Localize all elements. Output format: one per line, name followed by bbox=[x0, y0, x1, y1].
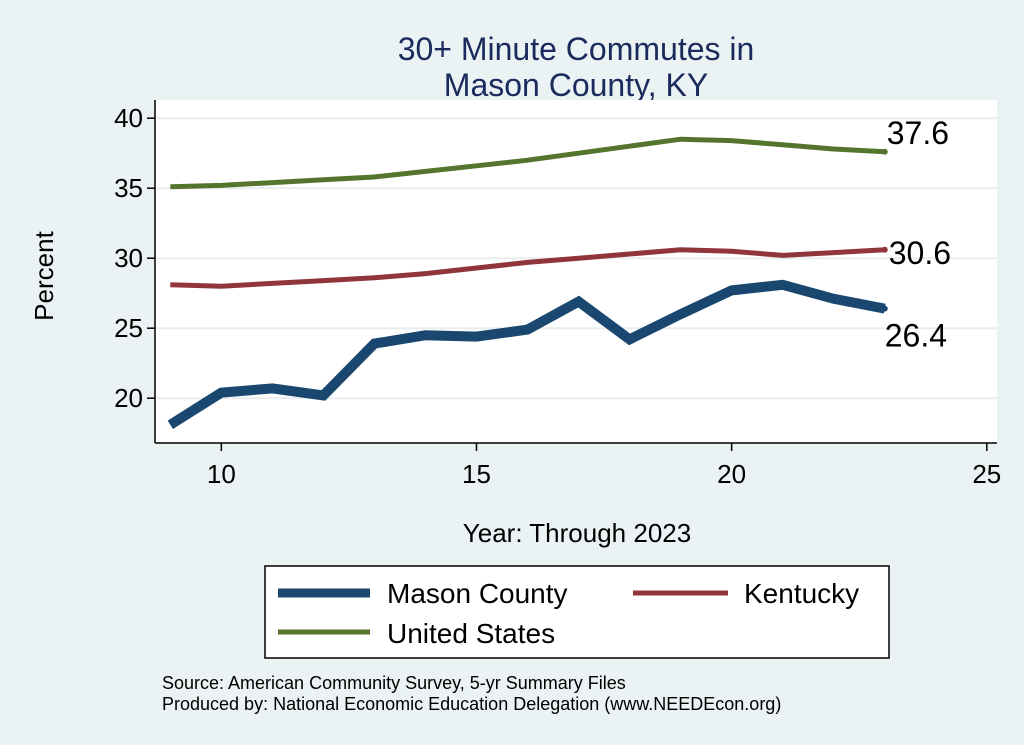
x-tick-label-10: 10 bbox=[207, 459, 236, 489]
series-line-united-states bbox=[170, 136, 885, 190]
axes: 20 25 30 35 40 10 15 20 25 bbox=[114, 100, 1001, 489]
plot-area bbox=[155, 100, 997, 443]
y-axis-title: Percent bbox=[29, 230, 59, 320]
legend-box bbox=[264, 565, 890, 659]
y-tick-label-25: 25 bbox=[114, 313, 143, 343]
series-line-mason-county bbox=[167, 279, 886, 430]
series-endpoint-united-states bbox=[881, 148, 888, 155]
chart-title-line-2: Mason County, KY bbox=[444, 67, 708, 103]
x-tick-label-20: 20 bbox=[717, 459, 746, 489]
x-axis-title: Year: Through 2023 bbox=[463, 518, 691, 548]
end-labels: 37.6 30.6 26.4 bbox=[885, 115, 951, 354]
source-note: Source: American Community Survey, 5-yr … bbox=[162, 673, 626, 693]
end-label-kentucky: 30.6 bbox=[889, 235, 951, 271]
series-endpoint-kentucky bbox=[881, 246, 888, 253]
end-label-united-states: 37.6 bbox=[887, 115, 949, 151]
x-tick-label-25: 25 bbox=[972, 459, 1001, 489]
y-tick-label-30: 30 bbox=[114, 243, 143, 273]
series-lines bbox=[167, 136, 888, 430]
legend-label-kentucky: Kentucky bbox=[744, 578, 859, 609]
y-tick-label-35: 35 bbox=[114, 173, 143, 203]
chart-title-line-1: 30+ Minute Commutes in bbox=[398, 31, 755, 67]
legend: Mason County Kentucky United States bbox=[264, 565, 890, 659]
series-endpoint-mason-county bbox=[881, 305, 888, 312]
series-line-kentucky bbox=[170, 247, 885, 289]
y-tick-label-40: 40 bbox=[114, 103, 143, 133]
legend-label-united-states: United States bbox=[387, 618, 555, 649]
producer-note: Produced by: National Economic Education… bbox=[162, 694, 781, 714]
end-label-mason-county: 26.4 bbox=[885, 318, 947, 354]
legend-label-mason-county: Mason County bbox=[387, 578, 568, 609]
y-tick-label-20: 20 bbox=[114, 383, 143, 413]
x-tick-label-15: 15 bbox=[462, 459, 491, 489]
